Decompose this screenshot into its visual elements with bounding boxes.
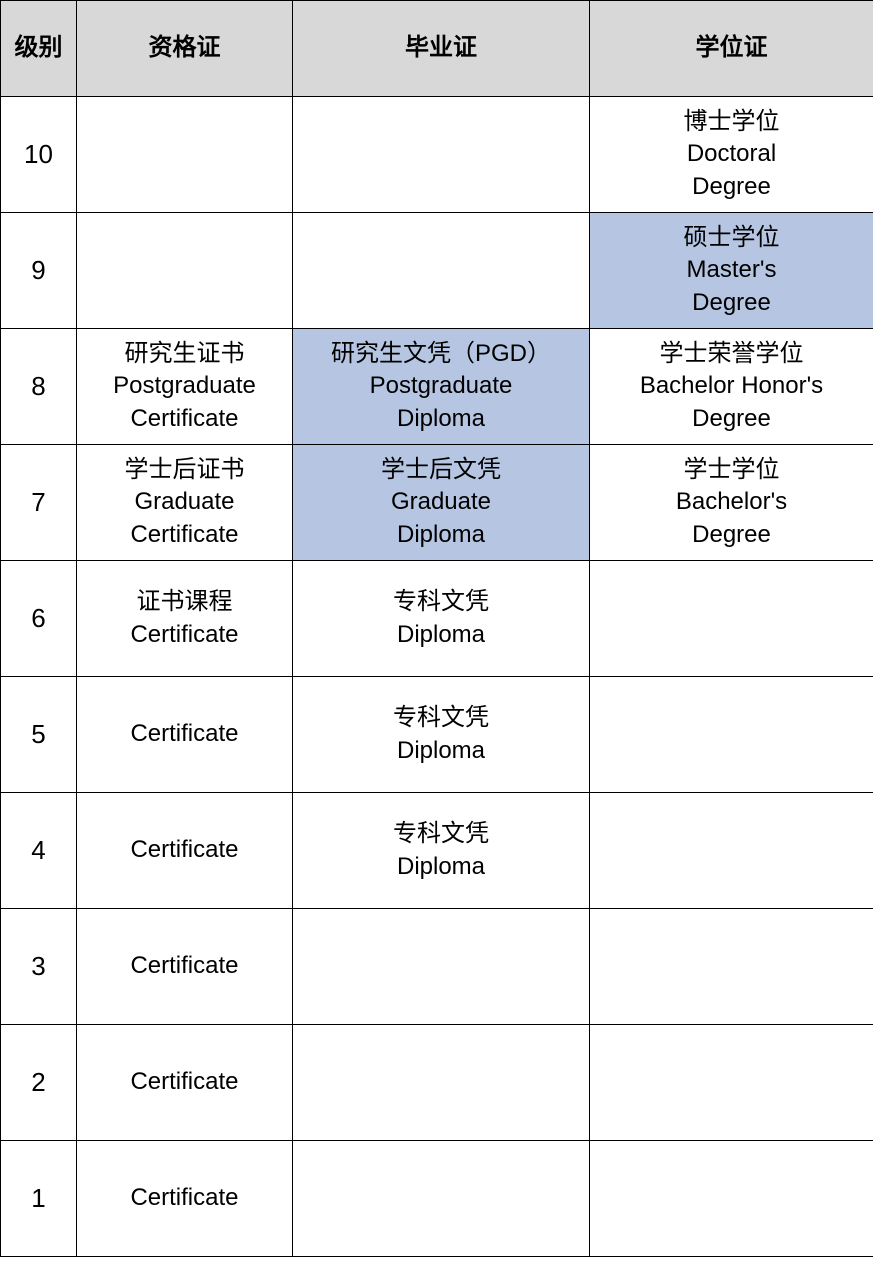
cell-diploma: 研究生文凭（PGD） Postgraduate Diploma bbox=[293, 329, 590, 445]
table-row: 4 Certificate 专科文凭 Diploma bbox=[1, 793, 873, 909]
cell-level: 1 bbox=[1, 1141, 77, 1257]
cell-diploma: 学士后文凭 Graduate Diploma bbox=[293, 445, 590, 561]
table-row: 5 Certificate 专科文凭 Diploma bbox=[1, 677, 873, 793]
col-header-cert: 资格证 bbox=[77, 1, 293, 97]
cell-degree: 博士学位 Doctoral Degree bbox=[590, 97, 873, 213]
cell-level: 3 bbox=[1, 909, 77, 1025]
page: 级别 资格证 毕业证 学位证 10 博士学位 Doctoral Degree 9… bbox=[0, 0, 873, 1264]
table-row: 9 硕士学位 Master's Degree bbox=[1, 213, 873, 329]
header-row: 级别 资格证 毕业证 学位证 bbox=[1, 1, 873, 97]
cell-diploma bbox=[293, 1141, 590, 1257]
cell-diploma: 专科文凭 Diploma bbox=[293, 561, 590, 677]
cell-diploma: 专科文凭 Diploma bbox=[293, 677, 590, 793]
table-row: 7 学士后证书 Graduate Certificate 学士后文凭 Gradu… bbox=[1, 445, 873, 561]
cell-degree bbox=[590, 793, 873, 909]
cell-level: 8 bbox=[1, 329, 77, 445]
cell-diploma bbox=[293, 909, 590, 1025]
cell-cert: 研究生证书 Postgraduate Certificate bbox=[77, 329, 293, 445]
cell-degree bbox=[590, 909, 873, 1025]
cell-cert: Certificate bbox=[77, 1025, 293, 1141]
cell-degree bbox=[590, 1141, 873, 1257]
cell-degree bbox=[590, 1025, 873, 1141]
cell-degree bbox=[590, 561, 873, 677]
cell-degree bbox=[590, 677, 873, 793]
col-header-diploma: 毕业证 bbox=[293, 1, 590, 97]
cell-diploma: 专科文凭 Diploma bbox=[293, 793, 590, 909]
table-body: 10 博士学位 Doctoral Degree 9 硕士学位 Master's … bbox=[1, 97, 873, 1257]
cell-cert bbox=[77, 97, 293, 213]
cell-level: 2 bbox=[1, 1025, 77, 1141]
cell-degree: 学士学位 Bachelor's Degree bbox=[590, 445, 873, 561]
cell-level: 4 bbox=[1, 793, 77, 909]
cell-cert: Certificate bbox=[77, 1141, 293, 1257]
cell-diploma bbox=[293, 97, 590, 213]
table-row: 6 证书课程 Certificate 专科文凭 Diploma bbox=[1, 561, 873, 677]
table-row: 10 博士学位 Doctoral Degree bbox=[1, 97, 873, 213]
cell-cert: Certificate bbox=[77, 677, 293, 793]
cell-diploma bbox=[293, 213, 590, 329]
col-header-level: 级别 bbox=[1, 1, 77, 97]
table-row: 2 Certificate bbox=[1, 1025, 873, 1141]
cell-cert: Certificate bbox=[77, 793, 293, 909]
cell-degree: 学士荣誉学位 Bachelor Honor's Degree bbox=[590, 329, 873, 445]
cell-level: 7 bbox=[1, 445, 77, 561]
cell-level: 9 bbox=[1, 213, 77, 329]
qualification-table: 级别 资格证 毕业证 学位证 10 博士学位 Doctoral Degree 9… bbox=[0, 0, 873, 1257]
cell-degree: 硕士学位 Master's Degree bbox=[590, 213, 873, 329]
cell-cert: 证书课程 Certificate bbox=[77, 561, 293, 677]
cell-cert: 学士后证书 Graduate Certificate bbox=[77, 445, 293, 561]
cell-diploma bbox=[293, 1025, 590, 1141]
table-row: 1 Certificate bbox=[1, 1141, 873, 1257]
col-header-degree: 学位证 bbox=[590, 1, 873, 97]
cell-cert bbox=[77, 213, 293, 329]
cell-level: 10 bbox=[1, 97, 77, 213]
table-row: 8 研究生证书 Postgraduate Certificate 研究生文凭（P… bbox=[1, 329, 873, 445]
cell-level: 5 bbox=[1, 677, 77, 793]
table-row: 3 Certificate bbox=[1, 909, 873, 1025]
cell-cert: Certificate bbox=[77, 909, 293, 1025]
cell-level: 6 bbox=[1, 561, 77, 677]
